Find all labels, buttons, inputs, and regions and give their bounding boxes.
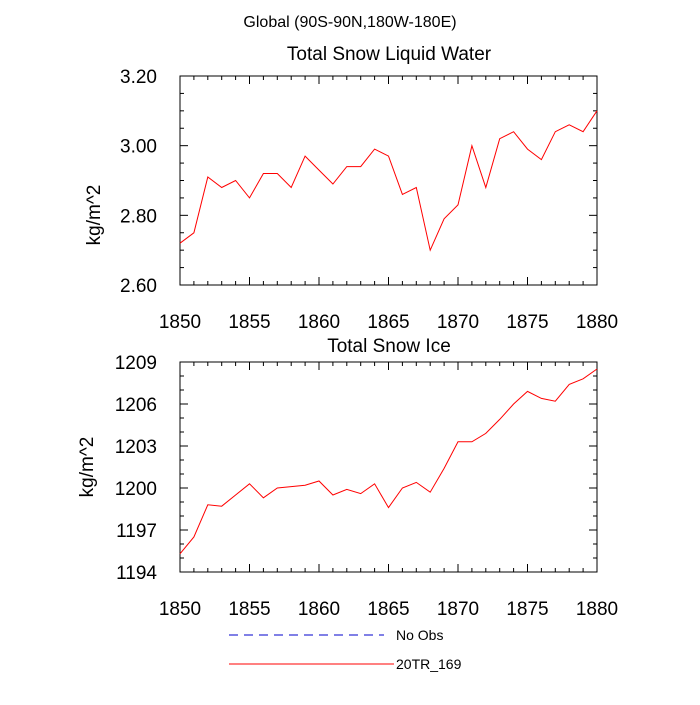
legend: No Obs 20TR_169 (229, 627, 462, 672)
panel-snow-liquid-water: Total Snow Liquid Water kg/m^2 1850 1855 1… (84, 44, 618, 333)
panel-snow-ice: Total Snow Ice kg/m^2 1850 1855 1860 1865 18… (77, 336, 618, 620)
x-tick-label: 1875 (506, 312, 548, 333)
y-tick-label: 1197 (116, 521, 157, 542)
chart-title: Total Snow Liquid Water (287, 44, 492, 65)
y-tick-label: 3.20 (120, 67, 157, 88)
x-tick-label: 1850 (159, 599, 201, 620)
x-tick-label: 1860 (298, 312, 340, 333)
axes-frame (179, 75, 598, 286)
axes-frame (179, 361, 598, 573)
x-tick-label: 1865 (367, 312, 409, 333)
chart-title: Total Snow Ice (327, 336, 451, 357)
legend-label-20tr-169: 20TR_169 (396, 656, 462, 672)
figure-title: Global (90S-90N,180W-180E) (243, 14, 456, 31)
x-tick-label: 1850 (159, 312, 201, 333)
y-tick-label: 2.60 (120, 276, 157, 297)
y-tick-label: 1200 (115, 479, 157, 500)
series-lines (179, 110, 598, 252)
x-tick-label: 1865 (367, 599, 409, 620)
x-tick-label: 1870 (437, 312, 479, 333)
tick-labels: 1850 1855 1860 1865 1870 1875 1880 1194 1197 1200… (115, 353, 618, 620)
x-tick-label: 1855 (228, 312, 270, 333)
x-tick-label: 1870 (437, 599, 479, 620)
y-axis-label: kg/m^2 (84, 185, 105, 246)
plot-frame (179, 75, 598, 286)
x-tick-label: 1875 (506, 599, 548, 620)
plot-frame (179, 361, 598, 573)
y-axis-label: kg/m^2 (77, 437, 98, 498)
tick-marks (179, 361, 598, 573)
tick-labels: 1850 1855 1860 1865 1870 1875 1880 2.60 2.80 3.00… (120, 67, 618, 333)
y-tick-label: 1206 (115, 395, 157, 416)
series-lines (179, 368, 598, 555)
x-tick-label: 1880 (576, 599, 618, 620)
series-line-20tr-169 (179, 368, 598, 555)
y-tick-label: 1209 (115, 353, 157, 374)
x-tick-label: 1880 (576, 312, 618, 333)
y-tick-label: 1203 (115, 437, 157, 458)
tick-marks (179, 75, 598, 286)
legend-label-no-obs: No Obs (396, 627, 443, 643)
y-tick-label: 2.80 (120, 206, 157, 227)
series-line-20tr-169 (179, 110, 598, 252)
x-tick-label: 1860 (298, 599, 340, 620)
y-tick-label: 1194 (116, 563, 157, 584)
x-tick-label: 1855 (228, 599, 270, 620)
y-tick-label: 3.00 (120, 137, 157, 158)
